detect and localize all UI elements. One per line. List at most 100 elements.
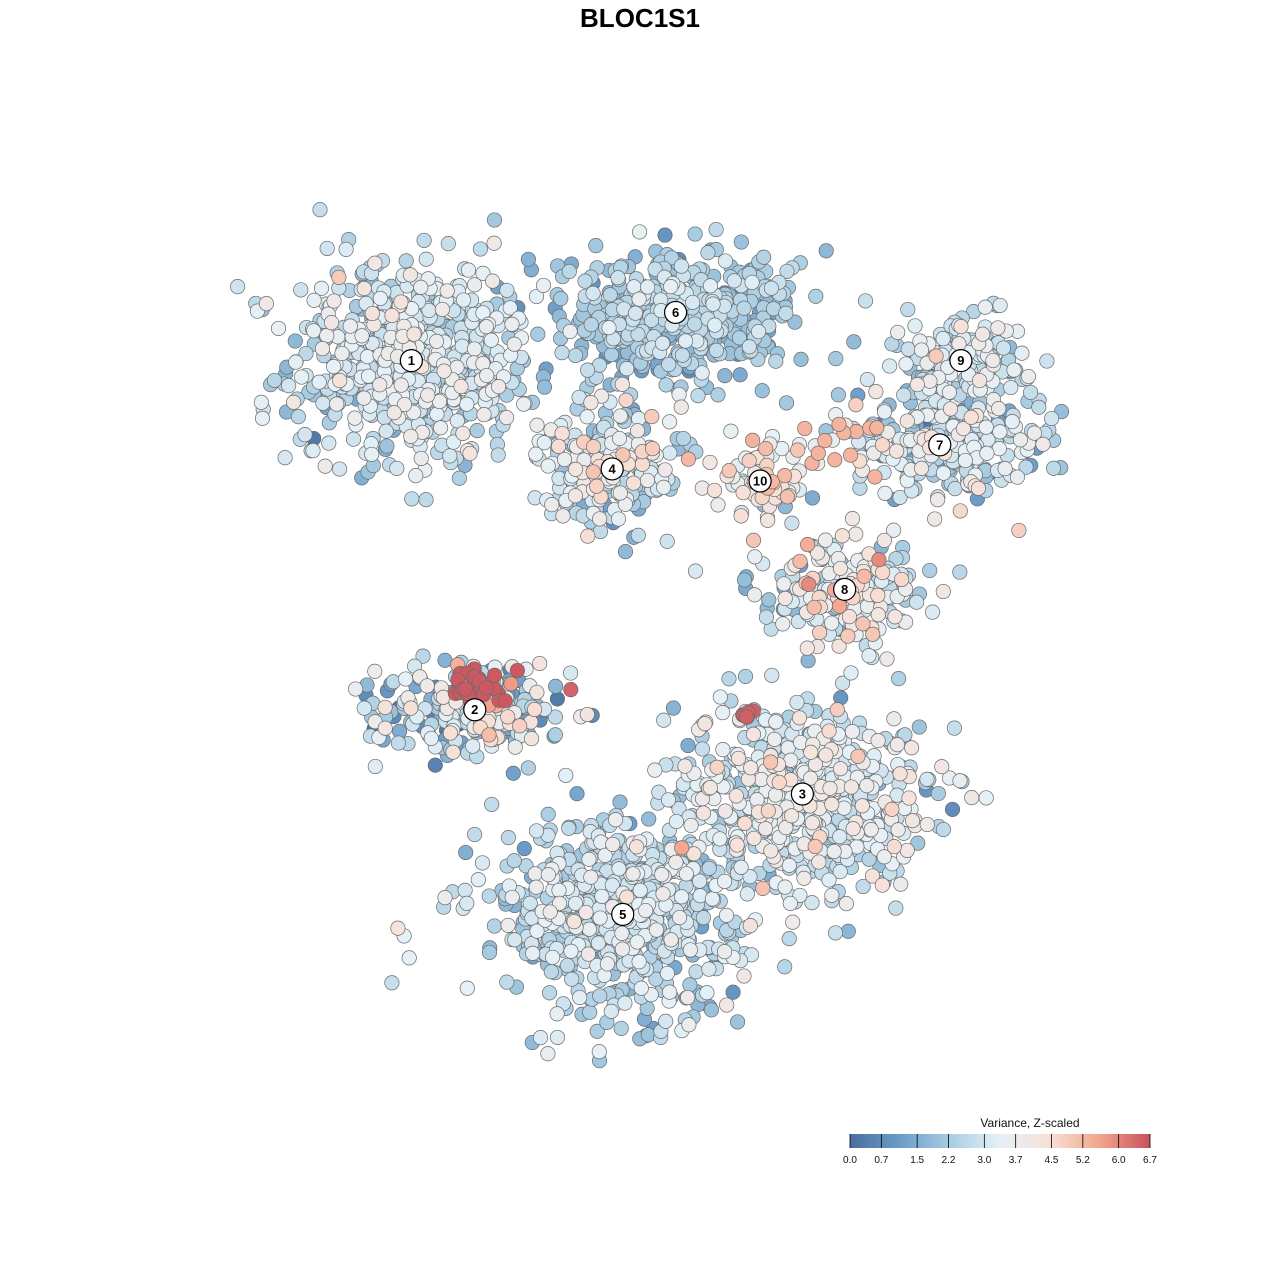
data-point <box>592 523 609 540</box>
data-point <box>791 710 808 726</box>
data-point <box>922 373 938 389</box>
data-point <box>522 895 538 911</box>
data-point <box>709 759 725 775</box>
data-point <box>661 356 677 373</box>
data-point <box>793 351 809 367</box>
data-point <box>419 678 435 694</box>
data-point <box>757 821 774 837</box>
data-point <box>777 590 793 607</box>
data-point <box>439 283 455 299</box>
data-point <box>702 780 718 796</box>
data-point <box>540 1046 556 1062</box>
data-point <box>870 587 886 603</box>
data-point <box>680 989 696 1006</box>
data-point <box>732 367 748 383</box>
data-point <box>644 441 661 457</box>
data-point <box>506 336 522 352</box>
data-point <box>393 294 409 310</box>
cluster-label-badge <box>399 348 423 373</box>
data-point <box>270 320 287 336</box>
data-point <box>942 401 959 417</box>
data-point <box>870 607 886 623</box>
cluster-label-6: 6 <box>663 300 688 325</box>
data-point <box>913 342 930 358</box>
data-point <box>604 877 620 893</box>
data-point <box>702 278 718 294</box>
data-point <box>665 700 681 716</box>
data-point <box>1004 414 1020 430</box>
data-point <box>379 438 395 454</box>
data-point <box>572 989 588 1006</box>
data-point <box>459 980 475 996</box>
data-point <box>481 944 498 960</box>
data-point <box>458 844 474 861</box>
data-point <box>705 296 721 312</box>
data-point <box>658 377 674 393</box>
data-point <box>481 888 497 904</box>
cluster-label-badge <box>463 698 487 722</box>
data-point <box>663 932 679 948</box>
data-point <box>758 441 774 457</box>
data-point <box>848 397 864 413</box>
data-point <box>672 909 688 926</box>
data-point <box>840 923 856 939</box>
data-point <box>1035 436 1051 452</box>
data-point <box>418 492 434 508</box>
data-point <box>695 910 711 926</box>
data-point <box>277 450 293 466</box>
data-point <box>870 733 886 749</box>
data-point <box>964 790 980 806</box>
data-point <box>398 671 414 687</box>
data-point <box>297 427 313 443</box>
data-point <box>608 812 624 828</box>
data-point <box>390 735 406 751</box>
data-point <box>703 1002 719 1018</box>
data-point <box>997 461 1013 477</box>
data-point <box>601 320 617 336</box>
data-point <box>640 279 656 295</box>
data-point <box>455 425 471 441</box>
data-point <box>985 352 1001 369</box>
data-point <box>755 880 771 896</box>
data-point <box>674 347 690 363</box>
data-point <box>658 1013 674 1029</box>
data-point <box>717 944 733 960</box>
cluster-label-text: 2 <box>471 702 478 717</box>
data-point <box>483 332 499 348</box>
data-point <box>529 417 545 433</box>
cluster-label-text: 8 <box>841 582 848 597</box>
data-point <box>506 853 522 869</box>
data-point <box>745 532 762 548</box>
data-point <box>992 424 1008 440</box>
cluster-label-text: 1 <box>408 353 415 368</box>
cluster-label-7: 7 <box>928 433 952 457</box>
data-point <box>367 255 383 271</box>
data-point <box>476 407 492 423</box>
data-point <box>567 347 584 364</box>
data-point <box>505 765 521 781</box>
data-point <box>821 723 837 739</box>
data-point <box>585 439 602 455</box>
data-point <box>643 312 660 328</box>
cluster-label-1: 1 <box>399 348 423 373</box>
data-point <box>485 273 501 289</box>
data-point <box>614 925 630 941</box>
data-point <box>413 450 429 466</box>
data-point <box>354 328 370 344</box>
data-point <box>437 890 453 906</box>
data-point <box>760 512 776 528</box>
colorbar-title: Variance, Z-scaled <box>980 1116 1079 1130</box>
data-point <box>258 296 274 312</box>
data-point <box>715 705 731 721</box>
data-point <box>867 469 883 485</box>
data-point <box>502 300 518 316</box>
data-point <box>694 741 710 757</box>
data-point <box>736 572 753 588</box>
data-point <box>806 599 822 615</box>
data-point <box>934 759 950 775</box>
data-point <box>818 243 834 259</box>
data-point <box>750 324 767 340</box>
data-point <box>913 460 930 476</box>
data-point <box>614 941 630 957</box>
data-point <box>859 371 875 388</box>
